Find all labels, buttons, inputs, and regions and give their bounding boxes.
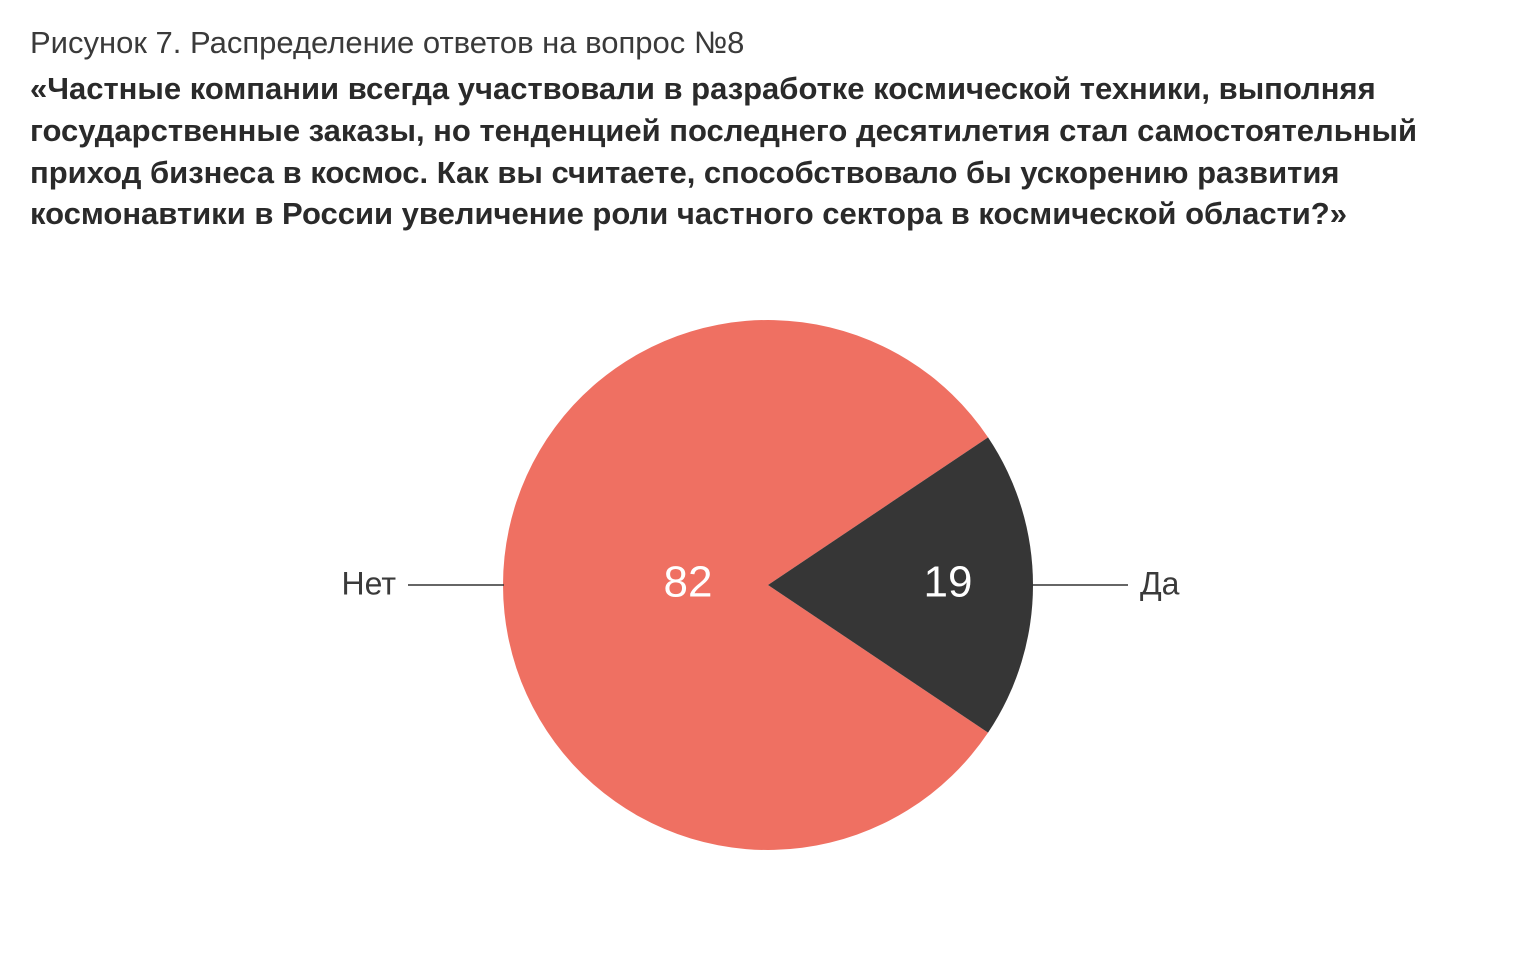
slice-value-yes: 19 (924, 558, 973, 607)
figure-caption: Рисунок 7. Распределение ответов на вопр… (30, 22, 1506, 64)
pie-chart-wrap: 82 Нет 19 Да (30, 275, 1506, 895)
slice-value-no: 82 (664, 558, 713, 607)
slice-label-no: Нет (342, 566, 397, 602)
figure-question: «Частные компании всегда участвовали в р… (30, 68, 1450, 235)
figure-container: Рисунок 7. Распределение ответов на вопр… (0, 0, 1536, 895)
slice-label-yes: Да (1140, 566, 1180, 602)
pie-chart: 82 Нет 19 Да (148, 275, 1388, 895)
